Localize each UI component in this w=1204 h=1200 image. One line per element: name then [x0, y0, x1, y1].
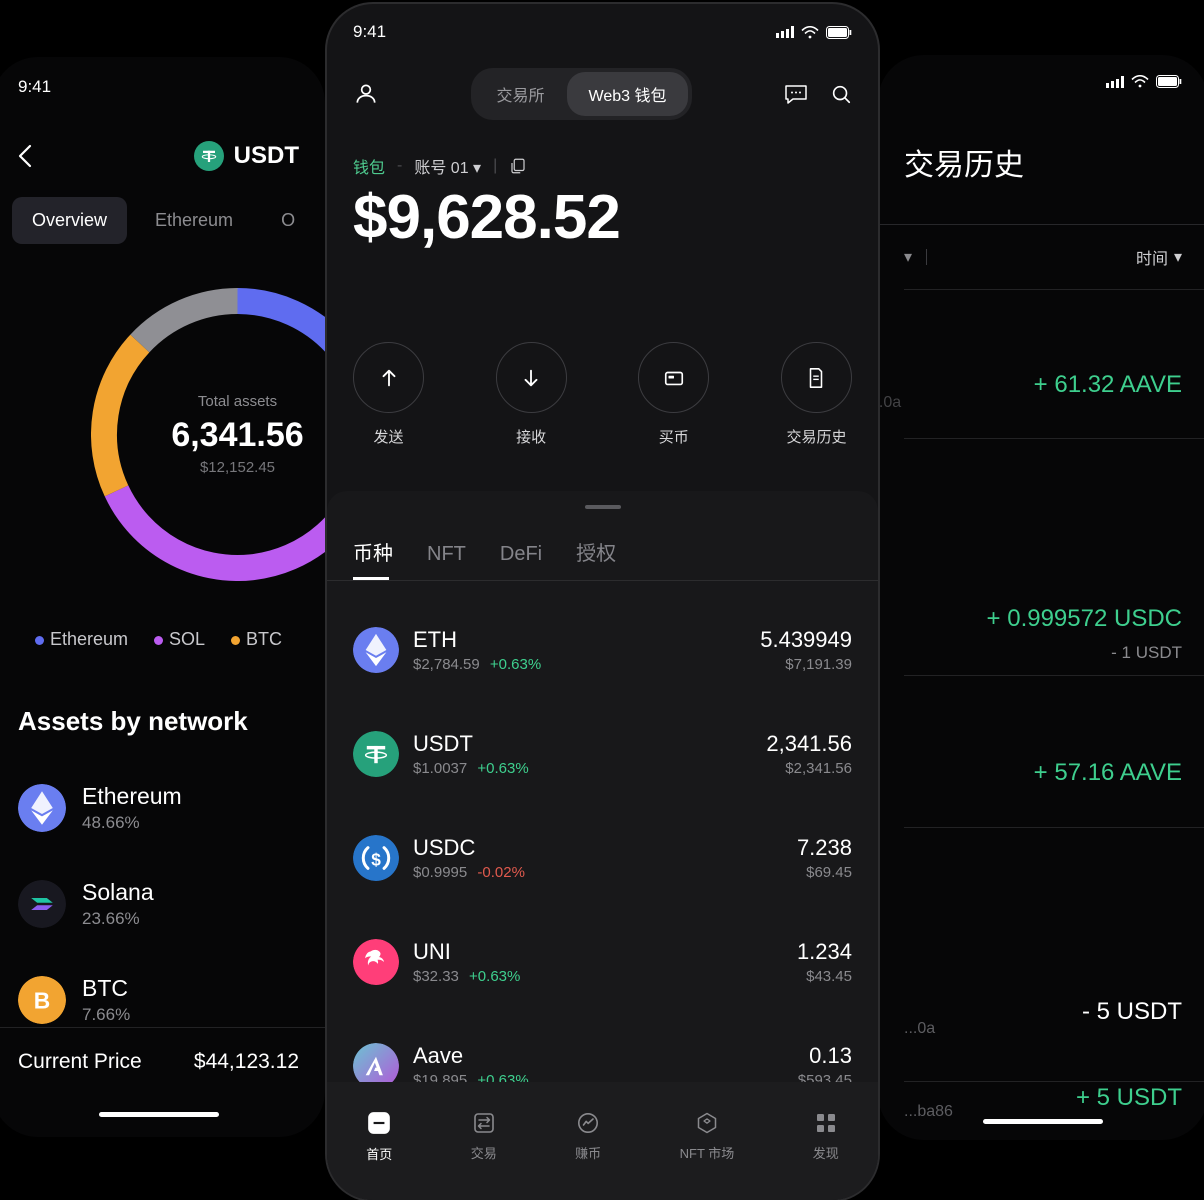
svg-text:B: B [34, 987, 50, 1013]
svg-text:$: $ [371, 849, 381, 869]
